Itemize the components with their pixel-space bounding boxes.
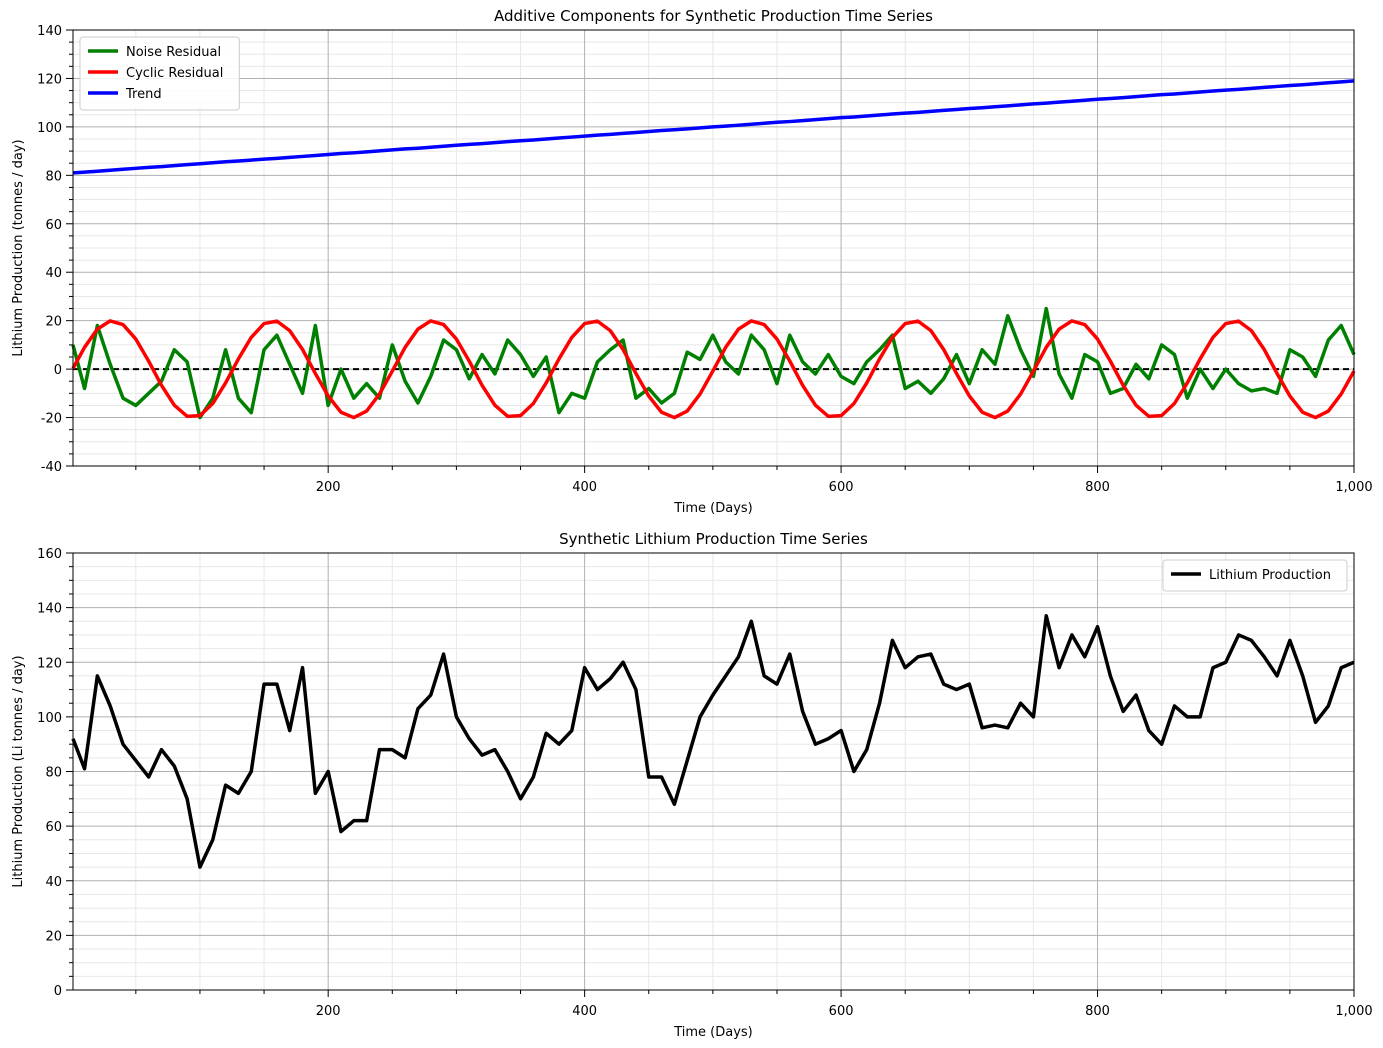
y-tick-label: 160 [37,547,62,562]
x-tick-label: 1,000 [1335,480,1372,495]
legend-label: Lithium Production [1209,568,1331,583]
y-tick-label: 120 [37,656,62,671]
legend-label: Trend [125,87,162,102]
y-tick-label: 20 [45,315,62,330]
axes-frame [72,552,1355,991]
chart-title: Synthetic Lithium Production Time Series [559,530,868,548]
y-tick-label: 60 [45,820,62,835]
x-tick-label: 1,000 [1335,1004,1372,1019]
y-tick-label: 40 [45,875,62,890]
x-tick-label: 800 [1085,1004,1110,1019]
axes-frame [72,29,1355,467]
x-tick-label: 600 [829,480,854,495]
y-tick-label: 20 [45,929,62,944]
y-tick-label: 0 [54,363,62,378]
y-tick-label: 120 [37,72,62,87]
y-tick-label: 140 [37,602,62,617]
data-line [71,306,1356,420]
plot-area [71,79,1356,420]
legend-box [1162,559,1348,592]
data-line [71,319,1356,420]
x-tick-label: 200 [316,480,341,495]
legend: Lithium Production [1162,559,1348,592]
y-tick-label: -40 [41,460,62,475]
y-tick-label: 100 [37,711,62,726]
legend-label: Noise Residual [126,45,221,60]
x-tick-label: 200 [316,1004,341,1019]
y-tick-label: 100 [37,121,62,136]
y-tick-label: 40 [45,266,62,281]
x-axis-label: Time (Days) [673,501,753,516]
x-tick-label: 400 [572,1004,597,1019]
y-tick-label: 80 [45,766,62,781]
grid [73,552,1355,991]
legend-label: Cyclic Residual [126,66,223,81]
legend-box [79,36,240,111]
x-tick-label: 400 [572,480,597,495]
chart-title: Additive Components for Synthetic Produc… [494,7,933,25]
y-tick-label: 140 [37,24,62,39]
plot-area [71,614,1355,869]
data-line [71,614,1355,869]
y-tick-label: 80 [45,169,62,184]
legend: Noise Residual Cyclic Residual Trend [79,36,240,111]
x-tick-label: 600 [829,1004,854,1019]
x-tick-label: 800 [1085,480,1110,495]
y-tick-label: 60 [45,218,62,233]
x-axis-label: Time (Days) [673,1025,753,1040]
y-tick-label: 0 [54,984,62,999]
y-tick-label: -20 [41,412,62,427]
data-line [72,79,1355,175]
y-axis-label: Lithium Production (Li tonnes / day) [11,655,26,887]
y-axis-label: Lithium Production (tonnes / day) [11,139,26,356]
